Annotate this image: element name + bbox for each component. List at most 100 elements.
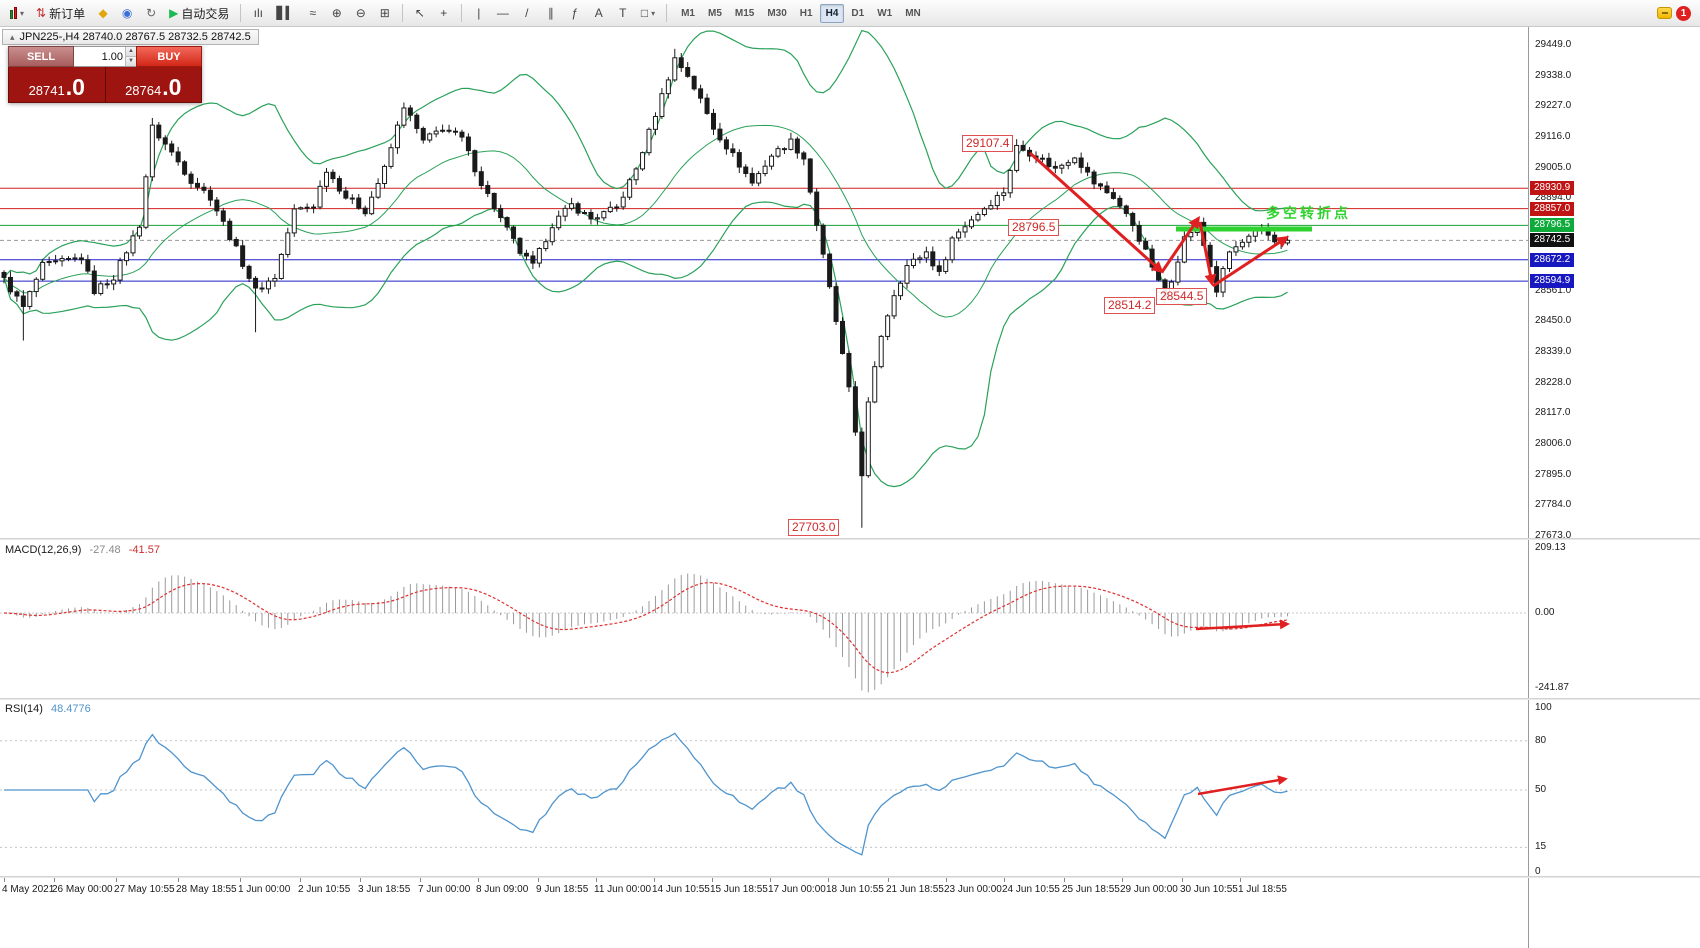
candle-body [324, 171, 329, 187]
price-annotation[interactable]: 28544.5 [1156, 288, 1208, 305]
volume-input[interactable] [74, 47, 125, 66]
time-axis-label: 18 Jun 10:55 [826, 878, 884, 895]
bar-chart-icon: ılı [253, 6, 264, 20]
candle-body [827, 253, 833, 288]
bollinger-band-line[interactable] [3, 201, 1288, 488]
favorites-button[interactable]: ◆ [92, 3, 114, 24]
toolbar-separator [401, 4, 403, 22]
trend-arrow[interactable] [1160, 216, 1201, 273]
timeframe-w1[interactable]: W1 [871, 4, 898, 23]
zoom-out-button[interactable]: ⊖ [350, 3, 372, 24]
shapes-button[interactable]: □ ▾ [636, 3, 660, 24]
cursor-button[interactable]: ↖ [409, 3, 431, 24]
price-annotation[interactable]: 29107.4 [962, 135, 1014, 152]
candle-body [588, 211, 594, 220]
label-button[interactable]: T [612, 3, 634, 24]
sell-price-display[interactable]: 28741 .0 [9, 67, 106, 102]
panel-splitter[interactable] [0, 538, 1700, 540]
candle-body [420, 127, 426, 141]
timeframe-m30[interactable]: M30 [761, 4, 792, 23]
candle-body [562, 207, 568, 217]
trend-arrow[interactable] [1028, 151, 1164, 274]
candle-body [891, 295, 897, 317]
candle-body [736, 152, 742, 168]
time-axis-label: 8 Jun 09:00 [476, 878, 529, 895]
toolbar-separator [460, 4, 462, 22]
trend-arrow[interactable] [1197, 775, 1288, 796]
refresh-button[interactable]: ↻ [140, 3, 162, 24]
candle-body [930, 251, 936, 267]
candle-body [1246, 235, 1252, 243]
sell-button[interactable]: SELL [8, 46, 74, 67]
panel-splitter[interactable] [0, 876, 1700, 878]
bar-chart-button[interactable]: ılı [247, 3, 269, 24]
candle-body [1110, 192, 1116, 199]
buy-button[interactable]: BUY [136, 46, 202, 67]
new-chart-button[interactable]: ▾ [5, 3, 29, 24]
price-annotation[interactable]: 27703.0 [788, 519, 840, 536]
candle-body [162, 137, 168, 145]
new-order-button[interactable]: ⇅ 新订单 [31, 3, 90, 24]
text-button[interactable]: A [588, 3, 610, 24]
candle-body [491, 192, 497, 210]
channel-button[interactable]: ∥ [540, 3, 562, 24]
chart-symbol-tab[interactable]: ▴ JPN225-,H4 28740.0 28767.5 28732.5 287… [2, 29, 259, 45]
timeframe-m1[interactable]: M1 [675, 4, 701, 23]
trend-arrow[interactable] [1195, 619, 1290, 631]
panel-splitter[interactable] [0, 698, 1700, 700]
timeframe-m15[interactable]: M15 [729, 4, 760, 23]
candle-body [91, 270, 97, 295]
candle-body [775, 148, 781, 157]
buy-price-display[interactable]: 28764 .0 [106, 67, 202, 102]
autotrading-button[interactable]: ▶ 自动交易 [164, 3, 234, 24]
axis-tick-label: 28228.0 [1535, 376, 1572, 388]
candle-body [756, 173, 762, 184]
line-chart-button[interactable]: ≈ [302, 3, 324, 24]
candle-body [169, 143, 175, 153]
vertical-line-button[interactable]: | [468, 3, 490, 24]
volume-up-button[interactable]: ▲ [126, 47, 136, 57]
candle-body [543, 241, 549, 250]
autotrading-label: 自动交易 [181, 6, 230, 21]
candle-body [233, 239, 239, 247]
profiles-button[interactable]: ◉ [116, 3, 138, 24]
toolbar-group-drawing: | — / ∥ ƒ A T □ ▾ [468, 3, 660, 24]
trend-arrow[interactable] [1212, 236, 1290, 288]
time-axis-label: 26 May 00:00 [52, 878, 113, 895]
chat-icon[interactable] [1657, 7, 1672, 19]
horizontal-line-button[interactable]: — [492, 3, 514, 24]
buy-price-main: 28764 [125, 82, 162, 98]
volume-down-button[interactable]: ▼ [126, 57, 136, 66]
candle-body [743, 166, 749, 174]
timeframe-h4[interactable]: H4 [819, 3, 845, 23]
candle-body [840, 320, 845, 354]
bollinger-band-line[interactable] [3, 29, 1288, 278]
candlestick-chart-button[interactable]: ▋▍ [271, 3, 299, 24]
candle-body [865, 401, 871, 477]
zoom-in-button[interactable]: ⊕ [326, 3, 348, 24]
candle-body [427, 133, 433, 141]
trend-arrow[interactable] [1198, 221, 1217, 287]
timeframe-d1[interactable]: D1 [845, 4, 870, 23]
price-annotation[interactable]: 28796.5 [1008, 219, 1060, 236]
bollinger-band-line[interactable] [3, 124, 1288, 318]
timeframe-m5[interactable]: M5 [702, 4, 728, 23]
candle-body [717, 128, 723, 141]
fibonacci-button[interactable]: ƒ [564, 3, 586, 24]
tile-windows-button[interactable]: ⊞ [374, 3, 396, 24]
tile-windows-icon: ⊞ [379, 6, 390, 20]
timeframe-mn[interactable]: MN [899, 4, 927, 23]
candle-body [711, 112, 716, 130]
price-annotation[interactable]: 28514.2 [1104, 297, 1156, 314]
time-axis-label: 11 Jun 00:00 [594, 878, 652, 895]
notification-badge[interactable]: 1 [1676, 5, 1691, 21]
crosshair-button[interactable]: + [433, 3, 455, 24]
candle-body [859, 431, 865, 477]
candle-body [749, 172, 755, 184]
candle-body [265, 280, 271, 290]
candle-body [304, 206, 310, 209]
timeframe-h1[interactable]: H1 [794, 4, 819, 23]
trendline-button[interactable]: / [516, 3, 538, 24]
